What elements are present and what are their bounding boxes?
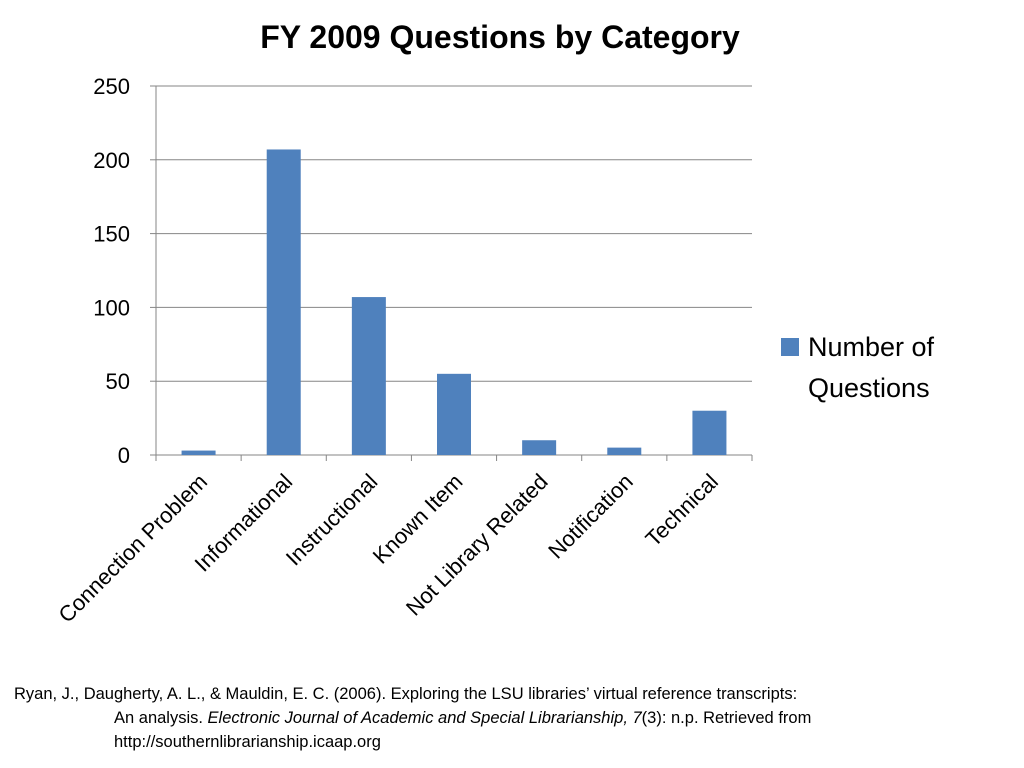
gridlines [156, 85, 752, 382]
x-tick-label: Not Library Related [401, 469, 553, 621]
x-tick-label: Instructional [281, 469, 383, 571]
bar-instructional [351, 297, 386, 455]
legend-label-line2: Questions [808, 373, 930, 403]
citation-line2-plain: An analysis. [114, 709, 208, 727]
x-tick-label: Technical [640, 469, 723, 552]
citation: Ryan, J., Daugherty, A. L., & Mauldin, E… [14, 682, 1014, 754]
bars [181, 149, 727, 455]
citation-url: http://southernlibrarianship.icaap.org [114, 733, 381, 751]
y-tick-label: 100 [93, 295, 130, 320]
legend-swatch [781, 338, 799, 356]
bar-technical [692, 410, 727, 455]
bar-known-item [437, 373, 471, 455]
x-axis-ticks: Connection ProblemInformationalInstructi… [53, 469, 722, 628]
y-axis-ticks: 0 50 100 150 200 250 [93, 74, 130, 468]
legend: Number of Questions [781, 332, 935, 403]
x-tick-label: Notification [543, 469, 638, 564]
y-tick-label: 150 [93, 222, 130, 247]
chart-title: FY 2009 Questions by Category [260, 19, 740, 55]
citation-line2-rest: (3): n.p. Retrieved from [641, 709, 812, 727]
y-tick-label: 250 [93, 74, 130, 99]
citation-journal: Electronic Journal of Academic and Speci… [207, 709, 642, 727]
legend-label-line1: Number of [808, 332, 935, 362]
y-tick-label: 200 [93, 148, 130, 173]
citation-line1: Ryan, J., Daugherty, A. L., & Mauldin, E… [14, 685, 798, 703]
bar-connection-problem [181, 450, 216, 455]
bar-chart: FY 2009 Questions by Category 0 50 100 150 2… [53, 19, 935, 628]
y-tick-label: 50 [106, 369, 130, 394]
bar-informational [266, 149, 301, 455]
citation-line2: An analysis. Electronic Journal of Acade… [14, 706, 1014, 730]
bar-not-library-related [522, 440, 557, 455]
bar-notification [607, 447, 642, 455]
y-tick-label: 0 [118, 443, 130, 468]
x-tick-label: Connection Problem [53, 469, 212, 628]
